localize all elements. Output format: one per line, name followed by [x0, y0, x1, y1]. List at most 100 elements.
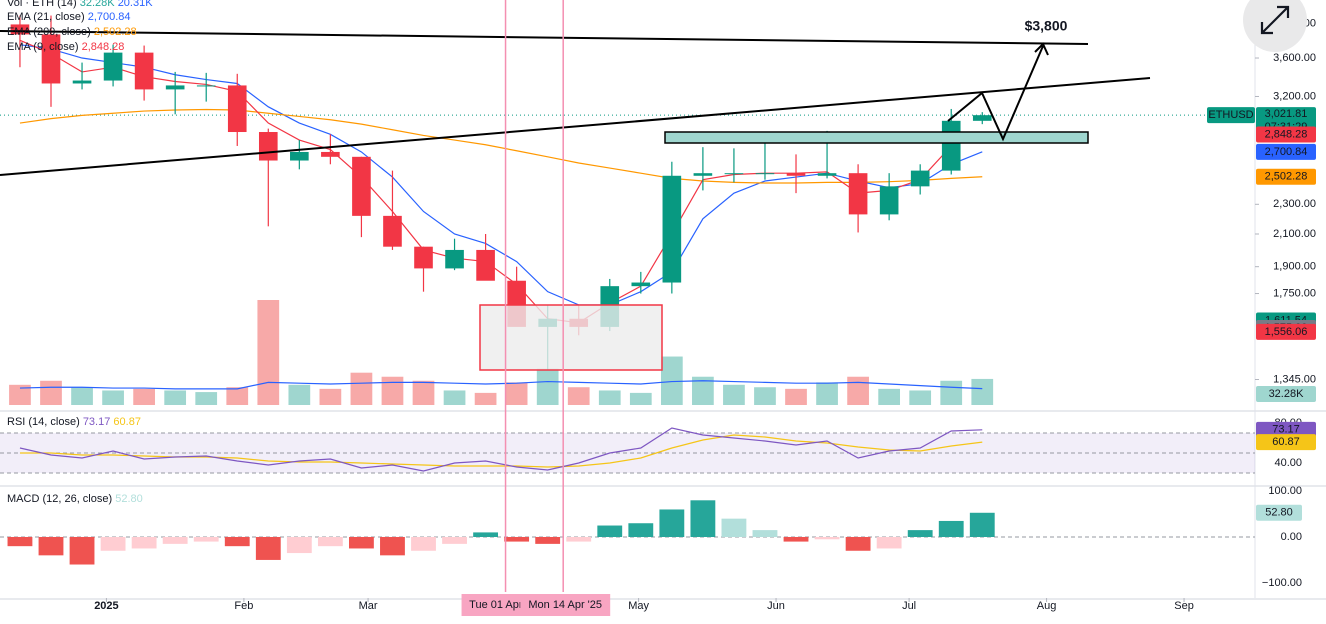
legend-entry: EMA (21, close) 2,700.84	[7, 11, 131, 23]
macd-bar	[349, 536, 374, 549]
candle-body	[258, 132, 278, 161]
macd-bar	[411, 536, 436, 551]
price-badge	[1256, 323, 1316, 340]
volume-bar	[847, 376, 869, 405]
macd-bar	[938, 520, 964, 537]
y-tick-label: 2,100.00	[1273, 228, 1316, 240]
price-badge-label: 73.17	[1272, 424, 1300, 436]
last-price-label: 3,021.81	[1265, 108, 1308, 120]
volume-bar	[940, 380, 963, 405]
price-badge-label: 2,502.28	[1265, 171, 1308, 183]
y-tick-label: 0.00	[1281, 531, 1302, 543]
volume-bar	[226, 387, 249, 405]
candle-body	[352, 156, 371, 216]
legend-text: 2,700.84	[88, 11, 131, 23]
symbol-badge	[1207, 107, 1255, 124]
price-badge-label: 2,700.84	[1265, 146, 1308, 158]
volume-bar	[536, 368, 559, 405]
candle-body	[879, 186, 899, 215]
candle-body	[817, 173, 837, 176]
candle-body	[476, 249, 495, 281]
price-badge-label: 60.87	[1272, 436, 1300, 448]
resistance-zone	[664, 131, 1089, 144]
macd-bar	[814, 536, 840, 540]
volume-bar	[660, 356, 683, 405]
candle-body	[290, 151, 309, 161]
volume-bar	[412, 380, 435, 405]
candle-body	[755, 173, 775, 175]
volume-bar	[195, 392, 218, 405]
volume-bar	[9, 384, 31, 405]
macd-bar	[7, 536, 33, 547]
macd-bar	[597, 525, 623, 537]
price-badge-label: 1,556.06	[1265, 326, 1308, 338]
macd-bar	[100, 536, 126, 551]
drawings: $3,800	[0, 18, 1151, 371]
volume-bar	[909, 390, 932, 405]
price-badge-label: 52.80	[1265, 507, 1293, 519]
price-badge	[1256, 386, 1316, 402]
y-tick-label: 1,345.00	[1273, 373, 1316, 385]
volume-bar	[878, 388, 901, 405]
volume-bar	[723, 384, 745, 405]
candle-body	[134, 52, 154, 90]
macd-bar	[131, 536, 157, 549]
macd-bar	[628, 523, 654, 537]
expand-icon	[1260, 5, 1290, 35]
range-box	[479, 304, 663, 371]
x-tick-label: Sep	[1174, 600, 1194, 612]
price-badge	[1256, 421, 1316, 438]
candle-body	[227, 85, 247, 133]
legend-text: EMA (200, close)	[7, 26, 91, 38]
macd-bar	[286, 536, 312, 554]
y-tick-label: 40.00	[1274, 457, 1302, 469]
volume-bar	[474, 392, 497, 405]
candle-body	[662, 175, 682, 283]
macd-bar	[752, 530, 778, 537]
y-tick-label: 1,750.00	[1273, 287, 1316, 299]
volume-bar	[381, 376, 404, 405]
candle-body	[910, 170, 930, 187]
volume-bar	[971, 378, 994, 405]
volume-bar	[133, 388, 155, 405]
volume-bar	[350, 372, 373, 405]
legend-entry: MACD (12, 26, close) 52.80	[7, 493, 143, 505]
macd-bar	[690, 500, 716, 537]
trendline	[0, 30, 1089, 45]
volume-bar	[598, 390, 621, 405]
volume-bar	[629, 392, 652, 405]
candle-body	[941, 120, 961, 171]
price-badge-label: 2,848.28	[1265, 128, 1308, 140]
macd-bar	[69, 536, 95, 565]
volume-bar	[164, 390, 187, 405]
candle-body	[10, 24, 30, 35]
candle-body	[972, 115, 992, 121]
legend-text: MACD (12, 26, close)	[7, 493, 112, 505]
button-circle[interactable]	[1243, 0, 1307, 52]
legend-text: 2,848.28	[82, 41, 125, 53]
volume-bar	[319, 388, 342, 405]
price-badge	[1256, 126, 1316, 143]
volume-bar	[567, 387, 590, 405]
y-tick-label: 2,300.00	[1273, 198, 1316, 210]
crosshair-label-bg	[520, 594, 611, 616]
ema-line	[19, 39, 983, 324]
macd-bar	[193, 536, 219, 542]
price-badge	[1256, 434, 1316, 451]
legend-entry: EMA (200, close) 2,502.28	[7, 26, 137, 38]
legend-text: 20.31K	[118, 0, 154, 9]
price-badge	[1256, 168, 1316, 185]
candle-body	[72, 80, 92, 84]
volume-bar	[257, 300, 280, 405]
y-tick-label: 1,900.00	[1273, 261, 1316, 273]
expand-button[interactable]	[1243, 0, 1307, 52]
macd-bar	[535, 536, 561, 544]
candle-body	[165, 85, 185, 90]
legend-text: 32.28K	[80, 0, 116, 9]
y-tick-label: 3,600.00	[1273, 52, 1316, 64]
macd-bar	[566, 536, 592, 542]
y-tick-label: −100.00	[1262, 577, 1302, 589]
volume-bar	[692, 376, 714, 405]
